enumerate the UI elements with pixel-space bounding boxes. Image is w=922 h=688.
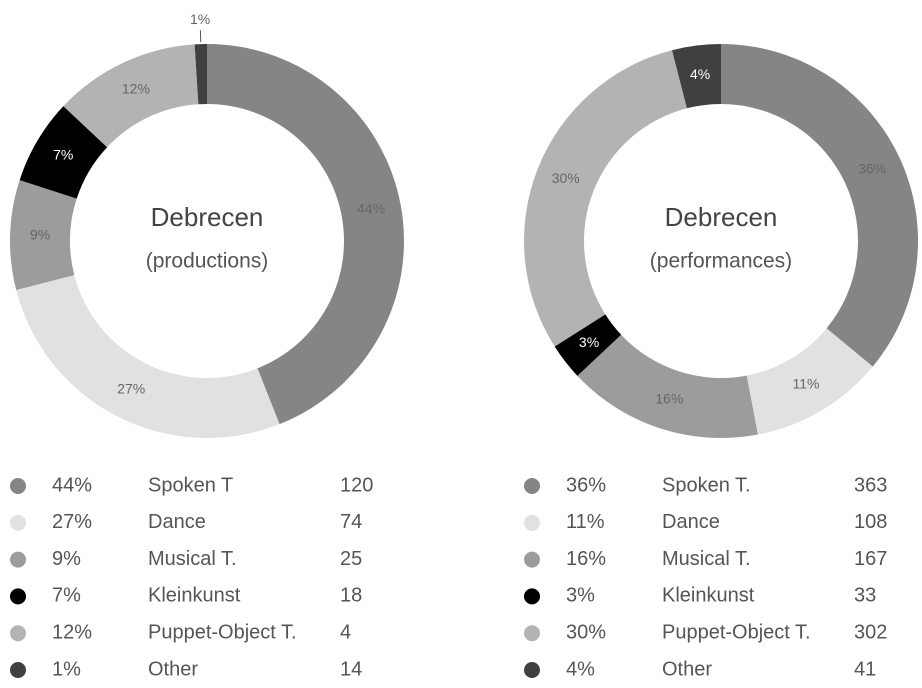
legend-count: 18	[340, 585, 362, 607]
legend-name: Puppet-Object T.	[662, 621, 811, 643]
legend-name: Spoken T	[148, 474, 233, 496]
legend-percent: 4%	[566, 658, 595, 680]
legend-count: 167	[854, 548, 887, 570]
legend-swatch	[524, 551, 540, 568]
donut-slice	[194, 44, 207, 105]
legend-name: Kleinkunst	[148, 585, 241, 607]
legend-name: Puppet-Object T.	[148, 621, 297, 643]
legend-percent: 1%	[52, 658, 81, 680]
donut-slice	[63, 44, 199, 148]
legend-swatch	[10, 588, 26, 605]
donut-slice	[554, 314, 622, 376]
slice-label: 12%	[122, 81, 150, 97]
legend-swatch	[524, 478, 540, 494]
slice-label: 27%	[117, 381, 145, 397]
legend-count: 74	[340, 511, 362, 533]
slice-label: 11%	[793, 375, 820, 391]
legend-percent: 11%	[566, 511, 605, 533]
center-title: Debrecen	[151, 202, 264, 232]
legend-name: Other	[148, 658, 198, 680]
legend-swatch	[524, 662, 540, 678]
legend-percent: 9%	[52, 548, 81, 570]
legend-count: 302	[854, 621, 887, 643]
donut-slice	[16, 275, 280, 438]
donut-slice	[207, 44, 405, 425]
slice-label: 9%	[30, 226, 50, 242]
legend-percent: 44%	[52, 474, 92, 496]
donut-slice	[19, 106, 108, 199]
donut-slice	[721, 44, 918, 367]
slice-label: 3%	[579, 334, 599, 350]
legend-count: 120	[340, 474, 373, 496]
legend-swatch	[10, 662, 26, 678]
legend-name: Kleinkunst	[662, 585, 755, 607]
slice-label: 36%	[858, 161, 886, 177]
legend-swatch	[524, 514, 540, 531]
slice-label: 16%	[655, 391, 683, 407]
legend-percent: 3%	[566, 585, 595, 607]
legend-percent: 36%	[566, 474, 606, 496]
slice-label: 7%	[53, 147, 73, 163]
legend-name: Musical T.	[148, 548, 237, 570]
legend-count: 14	[340, 658, 362, 680]
slice-label: 4%	[690, 66, 710, 82]
legend-swatch	[10, 625, 26, 642]
legend-swatch	[10, 514, 26, 531]
donut-slice	[672, 44, 721, 109]
legend-name: Dance	[662, 511, 720, 533]
legend-percent: 16%	[566, 548, 606, 570]
legend-count: 4	[340, 621, 351, 643]
legend-name: Other	[662, 658, 712, 680]
legend-swatch	[10, 478, 26, 494]
legend-percent: 12%	[52, 621, 92, 643]
slice-label: 1%	[190, 11, 210, 27]
legend-name: Musical T.	[662, 548, 751, 570]
donut-slice	[10, 180, 77, 290]
legend-swatch	[524, 625, 540, 642]
slice-label: 44%	[357, 200, 385, 216]
legend-name: Spoken T.	[662, 474, 751, 496]
center-title: Debrecen	[665, 202, 778, 232]
center-subtitle: (performances)	[650, 250, 792, 273]
legend-percent: 30%	[566, 621, 606, 643]
legend-percent: 7%	[52, 585, 81, 607]
legend-count: 108	[854, 511, 887, 533]
legend-name: Dance	[148, 511, 206, 533]
legend-swatch	[524, 588, 540, 605]
center-subtitle: (productions)	[146, 250, 269, 273]
legend-count: 33	[854, 585, 876, 607]
legend-count: 363	[854, 474, 887, 496]
donut-slice	[746, 328, 873, 435]
legend-count: 25	[340, 548, 362, 570]
slice-label: 30%	[552, 170, 580, 186]
legend-swatch	[10, 551, 26, 568]
donut-slice	[577, 334, 758, 439]
donut-slice	[523, 50, 687, 347]
legend-count: 41	[854, 658, 876, 680]
legend-percent: 27%	[52, 511, 92, 533]
